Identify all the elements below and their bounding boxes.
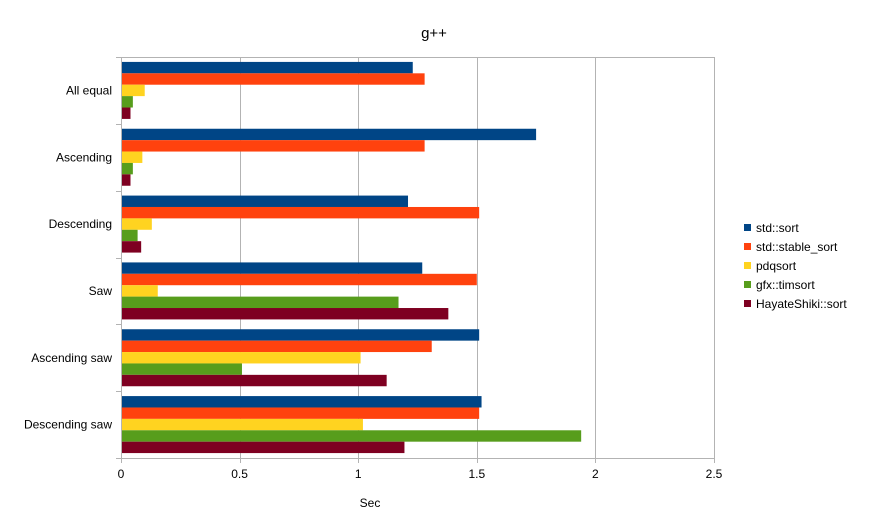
legend-swatch: [744, 281, 751, 288]
bar: [122, 96, 133, 108]
bar: [122, 441, 405, 454]
bar: [122, 329, 480, 341]
bar: [122, 262, 423, 274]
category-labels: All equal Ascending Descending Saw Ascending…: [24, 83, 112, 431]
category-label: Descending saw: [24, 418, 112, 432]
legend: std::sortstd::stable_sortpdqsortgfx::tim…: [744, 221, 847, 311]
bar: [122, 407, 480, 419]
legend-swatch: [744, 243, 751, 250]
x-tick-label: 1: [355, 467, 362, 481]
bar: [122, 241, 142, 253]
bar: [122, 206, 480, 219]
category-label: Descending: [49, 217, 112, 231]
bar: [122, 229, 138, 242]
bar: [122, 374, 387, 387]
legend-label: HayateShiki::sort: [756, 297, 847, 311]
legend-swatch: [744, 262, 751, 269]
bar: [122, 285, 158, 297]
bar: [122, 128, 537, 141]
legend-label: std::stable_sort: [756, 240, 838, 254]
x-tick-label: 2.5: [706, 467, 723, 481]
bar: [122, 352, 361, 364]
bar: [122, 162, 133, 175]
x-tick-label: 0.5: [231, 467, 248, 481]
axes-layer: [116, 57, 715, 463]
legend-swatch: [744, 224, 751, 231]
bar: [122, 418, 363, 431]
bar: [122, 195, 409, 207]
bar: [122, 273, 477, 286]
bar: [122, 107, 131, 119]
legend-label: std::sort: [756, 221, 799, 235]
bar: [122, 140, 425, 152]
legend-label: pdqsort: [756, 259, 797, 273]
bar: [122, 151, 143, 163]
bar: [122, 73, 425, 85]
grid-layer: [240, 57, 715, 458]
bar: [122, 430, 582, 442]
bar: [122, 396, 482, 408]
x-tick-labels: 0 0.5 1 1.5 2 2.5: [118, 467, 723, 481]
legend-swatch: [744, 300, 751, 307]
bar: [122, 308, 449, 320]
bar: [122, 363, 242, 375]
bar: [122, 218, 152, 230]
chart-title: g++: [421, 25, 447, 42]
bar: [122, 61, 413, 74]
category-label: All equal: [66, 83, 112, 97]
x-tick-label: 0: [118, 467, 125, 481]
x-tick-label: 1.5: [468, 467, 485, 481]
category-label: Ascending saw: [31, 351, 112, 365]
x-tick-label: 2: [592, 467, 599, 481]
x-axis-title: Sec: [360, 496, 381, 510]
category-label: Saw: [89, 284, 113, 298]
bar: [122, 84, 145, 97]
bar: [122, 296, 399, 309]
legend-label: gfx::timsort: [756, 278, 815, 292]
bar: [122, 174, 131, 186]
bar: [122, 340, 432, 353]
category-label: Ascending: [56, 150, 112, 164]
bars-layer: [122, 61, 582, 454]
